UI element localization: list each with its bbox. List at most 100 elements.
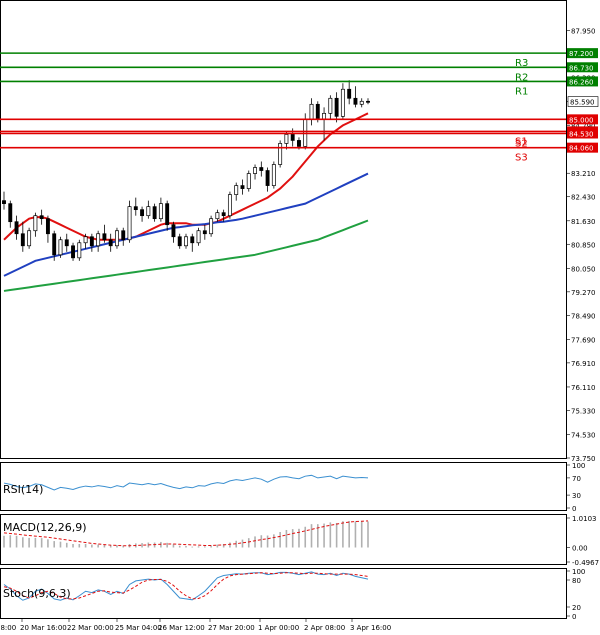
candle: [52, 230, 57, 261]
candle-body: [14, 221, 19, 235]
candle: [359, 98, 364, 108]
candle: [133, 197, 138, 216]
candle: [64, 233, 69, 252]
level-tag: [567, 76, 598, 87]
candle: [58, 236, 63, 258]
level-name: R1: [515, 86, 528, 97]
price-tick-label: 87.950: [571, 28, 596, 36]
candle: [171, 221, 176, 243]
candle: [96, 230, 101, 252]
candle: [177, 233, 182, 249]
candle-body: [271, 164, 276, 186]
candle-body: [96, 233, 101, 247]
price-tick-label: 80.850: [571, 241, 596, 249]
candle: [340, 83, 345, 120]
candle-body: [347, 88, 352, 99]
level-tag: [567, 114, 598, 125]
candle: [347, 80, 352, 105]
candle: [89, 233, 94, 252]
candle-body: [359, 100, 364, 105]
candle-body: [77, 242, 82, 259]
candle: [158, 197, 163, 222]
main-panel: [0, 0, 567, 459]
candle: [146, 200, 151, 219]
moving-average-line: [3, 112, 369, 241]
macd-label: MACD(12,26,9): [3, 521, 87, 534]
candle-body: [340, 88, 345, 117]
candle-body: [121, 230, 126, 241]
macd-panel: [0, 514, 567, 565]
candle-body: [165, 203, 170, 226]
time-tick-label: 25 Mar 04:00: [115, 624, 162, 632]
candle-body: [52, 233, 57, 256]
level-tag: [567, 62, 598, 73]
candle-body: [146, 206, 151, 217]
candle: [33, 212, 38, 237]
time-tick-label: 18:00: [0, 624, 16, 632]
level-name: R3: [515, 58, 528, 69]
macd-tick-label: 0.00: [572, 544, 588, 552]
rsi-tick-label: 30: [572, 492, 581, 500]
current-price: 85.590: [567, 96, 599, 107]
time-tick-label: 22 Mar 00:00: [67, 624, 114, 632]
candle: [334, 92, 339, 123]
candle-body: [89, 236, 94, 247]
candle-body: [278, 143, 283, 165]
candle-body: [152, 206, 157, 220]
candle-body: [133, 206, 138, 211]
candle: [2, 191, 6, 210]
level-tag-label: 86.730: [569, 64, 594, 72]
candle-body: [322, 112, 327, 120]
rsi-tick-label: 0: [572, 505, 576, 513]
candle-body: [58, 239, 63, 256]
candle: [328, 95, 333, 120]
rsi-tick-label: 70: [572, 475, 581, 483]
candle: [246, 170, 251, 192]
level-name: R2: [515, 72, 528, 83]
time-tick-label: 20 Mar 16:00: [20, 624, 67, 632]
level-name: S3: [515, 153, 528, 164]
candle-body: [366, 100, 370, 103]
time-tick-label: 27 Mar 20:00: [208, 624, 255, 632]
candle-body: [315, 103, 320, 120]
candle-body: [108, 239, 113, 247]
current-price-label: 85.590: [570, 99, 595, 107]
level-tag-label: 86.260: [569, 78, 594, 86]
candle: [227, 191, 232, 219]
candle: [259, 161, 264, 177]
candle: [240, 179, 245, 195]
candle: [184, 233, 188, 249]
price-tick-label: 77.690: [571, 336, 596, 344]
candle: [140, 206, 145, 222]
level-tag-label: 85.000: [569, 116, 594, 124]
level-tag: [567, 142, 598, 153]
candle-body: [64, 239, 69, 247]
stoch-tick-label: 100: [572, 568, 585, 576]
stoch-tick-label: 0: [572, 613, 576, 621]
stoch-tick-label: 20: [572, 604, 581, 612]
candle: [366, 98, 370, 105]
candle: [353, 86, 358, 108]
candle-body: [246, 173, 251, 189]
candle-body: [20, 233, 25, 247]
candle-body: [39, 215, 44, 220]
candle: [265, 167, 270, 192]
time-tick-label: 1 Apr 00:00: [258, 624, 299, 632]
macd-histogram: [3, 520, 369, 548]
candle: [234, 182, 239, 201]
price-tick-label: 76.110: [571, 384, 596, 392]
price-tick-label: 73.750: [571, 455, 596, 463]
candle: [271, 161, 276, 189]
moving-averages: [3, 112, 369, 292]
candle-body: [177, 236, 182, 247]
candle-body: [309, 103, 314, 120]
stoch-d-line: [3, 572, 369, 600]
level-name: S2: [515, 139, 528, 150]
time-tick-label: 2 Apr 08:00: [304, 624, 345, 632]
candle: [83, 233, 88, 249]
candle-body: [71, 245, 75, 259]
candle: [39, 209, 44, 225]
